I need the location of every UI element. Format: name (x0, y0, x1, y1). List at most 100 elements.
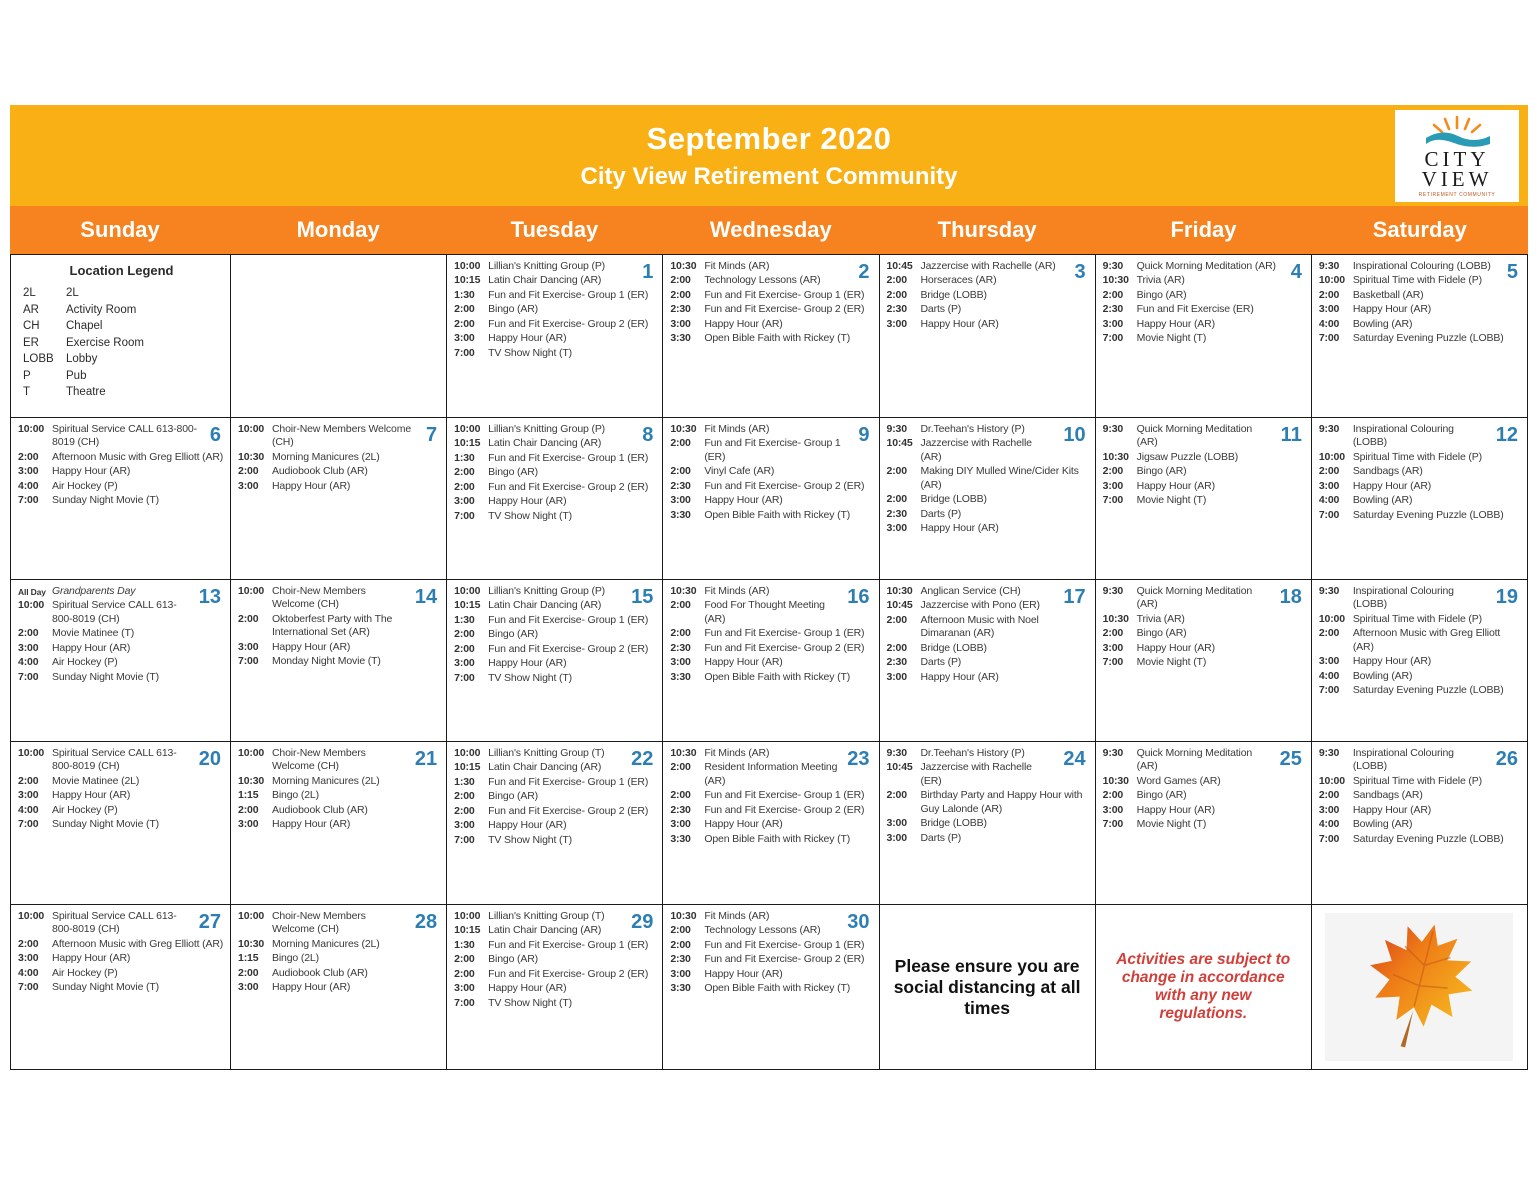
event-row: 10:30 Fit Minds (AR) (670, 423, 850, 436)
event-row: 2:30 Darts (P) (887, 303, 1090, 316)
event-text: Open Bible Faith with Rickey (T) (704, 670, 851, 683)
event-time: 10:00 (238, 747, 265, 759)
event-text: Happy Hour (AR) (52, 641, 131, 654)
event-time: 3:00 (886, 670, 908, 683)
event-row: 2:00 Food For Thought Meeting (AR) (670, 599, 839, 626)
day-cell-30: 30 10:30 Fit Minds (AR) 2:00 Technology Less… (663, 905, 880, 1070)
event-time: 10:00 (238, 423, 265, 435)
day-cell-13: 13 All Day Grandparents Day 10:00 Spiritual … (11, 580, 231, 742)
event-text: Bridge (LOBB) (920, 288, 987, 301)
day-cell-16: 16 10:30 Fit Minds (AR) 2:00 Food For Though… (663, 580, 880, 742)
event-row: 7:00 Movie Night (T) (1103, 494, 1306, 507)
legend-entry: T Theatre (18, 386, 225, 398)
day-number: 16 (847, 586, 870, 608)
day-cell-19: 19 9:30 Inspirational Colouring (LOBB) 10:0… (1311, 580, 1528, 742)
day-cell-2: 2 10:30 Fit Minds (AR) 2:00 Technology Lesso… (663, 255, 880, 418)
event-time: 10:30 (670, 260, 697, 272)
event-text: Afternoon Music with Greg Elliott (AR) (52, 937, 224, 950)
day-number: 28 (414, 911, 438, 933)
event-time: 7:00 (454, 509, 475, 522)
event-text: Darts (P) (920, 656, 962, 669)
event-text: Happy Hour (AR) (1136, 479, 1215, 492)
event-row: 3:00 Bridge (LOBB) (887, 817, 1090, 830)
event-row: 9:30 Inspirational Colouring (LOBB) (1319, 423, 1488, 450)
event-text: Fun and Fit Exercise- Group 1 (ER) (704, 627, 865, 640)
event-time: 9:30 (1102, 747, 1124, 759)
event-text: Grandparents Day (52, 585, 136, 597)
event-row: 3:00 Happy Hour (AR) (18, 952, 225, 965)
event-row: 2:00 Fun and Fit Exercise- Group 2 (ER) (454, 318, 657, 331)
event-time: 2:00 (1102, 627, 1124, 640)
event-time: All Day (18, 587, 46, 597)
event-time: 7:00 (454, 346, 475, 359)
calendar-banner: September 2020 City View Retirement Comm… (10, 105, 1528, 206)
event-row: 10:00 Spiritual Time with Fidele (P) (1319, 451, 1522, 464)
event-time: 3:00 (886, 831, 908, 844)
event-row: 2:00 Audiobook Club (AR) (238, 967, 441, 980)
event-text: Lillian's Knitting Group (P) (488, 423, 606, 435)
event-row: 2:00 Afternoon Music with Greg Elliott (A… (18, 938, 225, 951)
event-time: 2:00 (454, 953, 475, 966)
event-time: 10:30 (886, 585, 913, 597)
event-text: Sunday Night Movie (T) (52, 981, 159, 994)
day-cell-6: 6 10:00 Spiritual Service CALL 613-800-801… (11, 418, 231, 580)
day-number: 9 (858, 424, 870, 446)
event-time: 10:45 (886, 761, 913, 774)
event-time: 2:00 (670, 789, 691, 802)
event-row: 2:30 Fun and Fit Exercise (ER) (1103, 303, 1306, 316)
event-text: Happy Hour (AR) (488, 332, 567, 345)
event-text: Saturday Evening Puzzle (LOBB) (1352, 332, 1504, 345)
event-time: 10:15 (454, 274, 481, 287)
event-text: Morning Manicures (2L) (272, 774, 380, 787)
event-row: 3:00 Happy Hour (AR) (1319, 804, 1522, 817)
event-text: Bingo (AR) (488, 953, 539, 966)
event-row: 3:00 Darts (P) (887, 832, 1090, 845)
event-time: 10:30 (238, 774, 265, 787)
event-text: Happy Hour (AR) (272, 981, 351, 994)
event-time: 7:00 (1318, 332, 1340, 345)
event-time: 2:00 (886, 493, 908, 506)
logo-word-city: CITY (1424, 147, 1490, 171)
day-cell-11: 11 9:30 Quick Morning Meditation (AR) 10:30… (1095, 418, 1312, 580)
event-time: 10:00 (454, 747, 481, 759)
event-time: 2:30 (670, 303, 691, 316)
event-time: 10:00 (454, 260, 481, 272)
event-time: 9:30 (1318, 260, 1340, 272)
event-row: 7:00 TV Show Night (T) (454, 510, 657, 523)
event-row: 1:30 Fun and Fit Exercise- Group 1 (ER) (454, 452, 657, 465)
event-row: 7:00 Saturday Evening Puzzle (LOBB) (1319, 833, 1522, 846)
event-row: 10:30 Morning Manicures (2L) (238, 451, 441, 464)
event-text: Bridge (LOBB) (920, 817, 987, 830)
event-text: Fit Minds (AR) (704, 910, 770, 922)
event-time: 7:00 (18, 818, 39, 831)
event-text: Fun and Fit Exercise- Group 2 (ER) (488, 642, 649, 655)
event-text: Fun and Fit Exercise- Group 2 (ER) (488, 804, 649, 817)
day-cell-1: 1 10:00 Lillian's Knitting Group (P) 10:15 L… (447, 255, 664, 418)
day-cell-9: 9 10:30 Fit Minds (AR) 2:00 Fun and Fit Exer… (663, 418, 880, 580)
event-text: Fit Minds (AR) (704, 260, 770, 272)
event-text: Spiritual Service CALL 613-800-8019 (CH) (52, 747, 177, 773)
event-text: Spiritual Time with Fidele (P) (1352, 774, 1482, 787)
event-text: Happy Hour (AR) (488, 657, 567, 670)
event-time: 3:00 (886, 817, 908, 830)
event-time: 2:00 (454, 642, 475, 655)
event-time: 7:00 (454, 996, 475, 1009)
event-row: 10:00 Spiritual Time with Fidele (P) (1319, 274, 1499, 287)
legend-abbr: CH (23, 320, 40, 332)
event-text: Food For Thought Meeting (AR) (704, 599, 825, 625)
event-time: 9:30 (1318, 423, 1340, 435)
event-time: 2:00 (670, 938, 691, 951)
event-text: Spiritual Service CALL 613-800-8019 (CH) (52, 910, 177, 936)
day-cell-17: 17 10:30 Anglican Service (CH) 10:45 Jazzerc… (879, 580, 1096, 742)
event-row: 10:15 Latin Chair Dancing (AR) (454, 274, 634, 287)
page-title: September 2020 (646, 120, 892, 156)
legend-abbr: AR (23, 303, 39, 316)
event-time: 7:00 (238, 655, 259, 668)
day-number: 23 (847, 748, 870, 770)
event-row: 7:00 TV Show Night (T) (454, 347, 657, 360)
event-time: 2:00 (886, 274, 908, 287)
event-text: Bowling (AR) (1352, 494, 1413, 507)
event-text: Inspirational Colouring (LOBB) (1352, 260, 1491, 272)
calendar-grid: Location Legend 2L 2L AR Activity Room CH Chap… (10, 254, 1528, 1070)
event-text: Jazzercise with Rachelle (AR) (920, 437, 1033, 463)
